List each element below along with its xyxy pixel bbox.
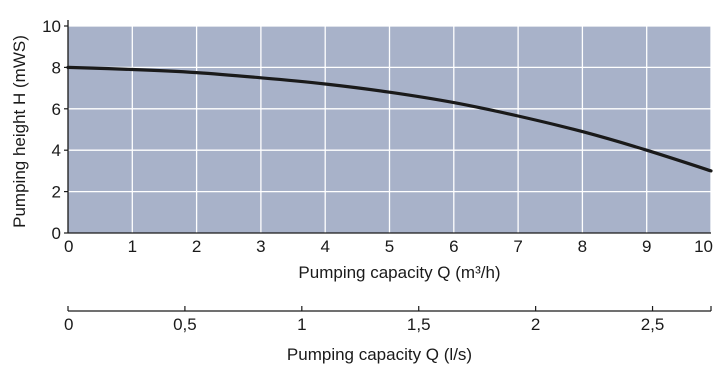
x-tick-label-4: 4 (320, 237, 329, 256)
x-tick-label-1: 1 (128, 237, 137, 256)
x-axis-ticks: 0 1 2 3 4 5 6 7 8 9 10 (64, 237, 713, 256)
y-tick-label-1: 2 (52, 183, 61, 202)
y-tick-label-4: 8 (52, 58, 61, 77)
secondary-x-tick-label-1: 0,5 (173, 315, 197, 334)
secondary-x-tick-label-4: 2 (531, 315, 540, 334)
y-tick-label-2: 4 (52, 141, 61, 160)
x-tick-label-10: 10 (694, 237, 713, 256)
y-axis-title: Pumping height H (mWS) (10, 35, 29, 228)
x-tick-label-5: 5 (385, 237, 394, 256)
secondary-x-tick-label-3: 1,5 (407, 315, 431, 334)
x-tick-label-0: 0 (64, 237, 73, 256)
series-line (66, 65, 713, 173)
grid-lines (68, 25, 712, 233)
y-tick-label-3: 6 (52, 100, 61, 119)
x-tick-label-6: 6 (449, 237, 458, 256)
x-tick-label-7: 7 (513, 237, 522, 256)
x-axis-title: Pumping capacity Q (m³/h) (298, 263, 500, 282)
x-tick-label-3: 3 (256, 237, 265, 256)
secondary-x-axis-ticks: 0 0,5 1 1,5 2 2,5 (64, 306, 712, 334)
x-tick-label-8: 8 (578, 237, 587, 256)
y-tick-label-0: 0 (52, 224, 61, 243)
y-axis-ticks: 0 2 4 6 8 10 (42, 17, 68, 243)
x-tick-label-9: 9 (642, 237, 651, 256)
secondary-x-tick-label-5: 2,5 (641, 315, 665, 334)
secondary-x-tick-label-0: 0 (64, 315, 73, 334)
secondary-x-tick-label-2: 1 (297, 315, 306, 334)
x-tick-label-2: 2 (192, 237, 201, 256)
y-tick-label-5: 10 (42, 17, 61, 36)
secondary-x-axis-title: Pumping capacity Q (l/s) (287, 345, 472, 364)
